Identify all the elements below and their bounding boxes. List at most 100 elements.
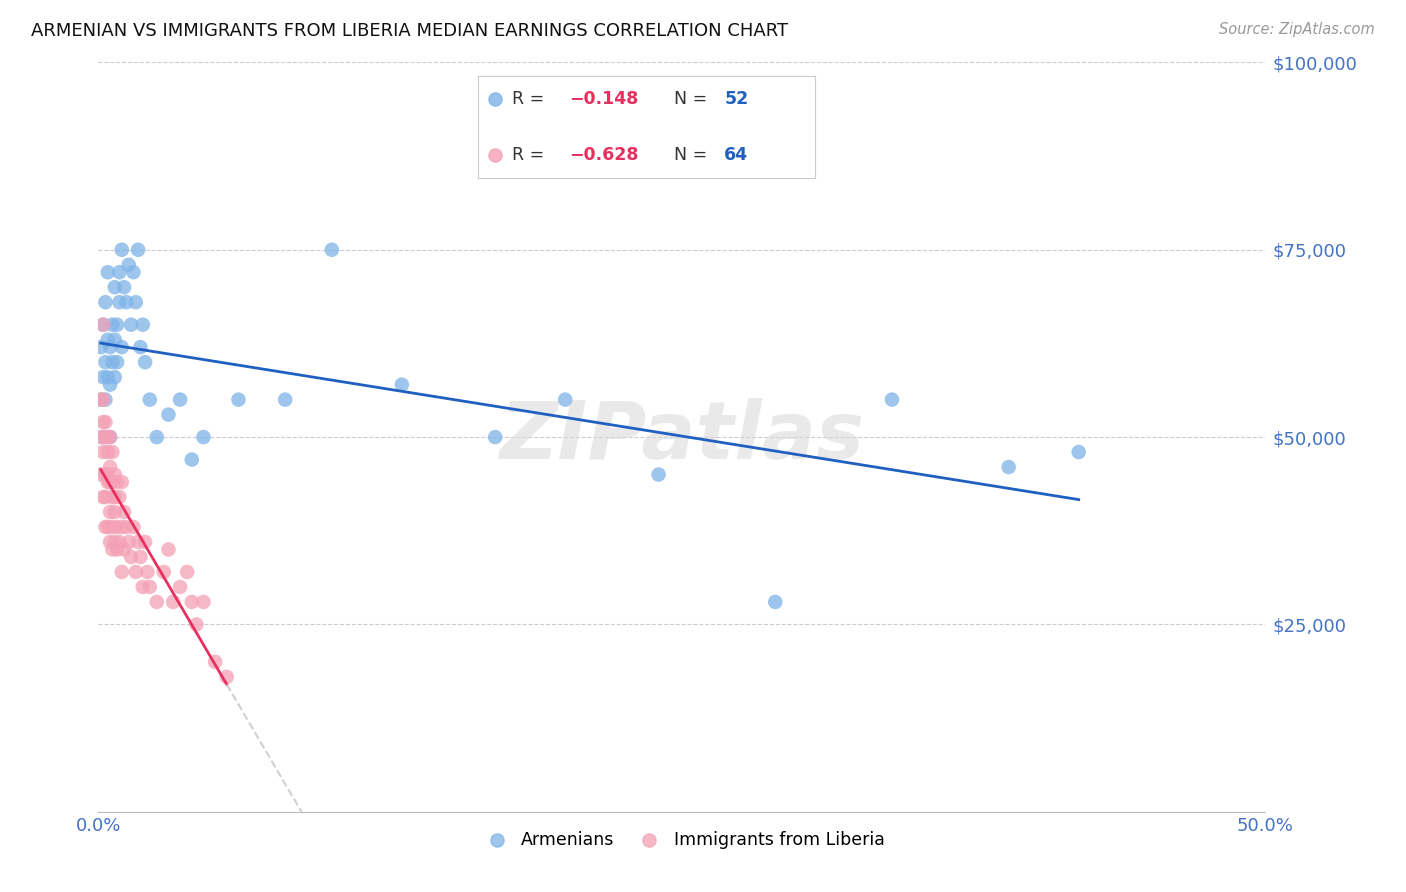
Point [215, 670, 238, 684]
Point [90, 392, 112, 407]
Point [132, 580, 155, 594]
Point [112, 280, 135, 294]
Text: R =: R = [512, 90, 544, 108]
Point [146, 595, 169, 609]
Point [90, 392, 112, 407]
Point [90, 340, 112, 354]
Point [97, 430, 120, 444]
Point [111, 565, 134, 579]
Point [554, 392, 576, 407]
Point [193, 595, 215, 609]
Point [146, 430, 169, 444]
Point [111, 243, 134, 257]
Point [91, 318, 114, 332]
Point [94, 490, 117, 504]
Point [94, 392, 117, 407]
Point [157, 542, 180, 557]
Point [122, 265, 145, 279]
Point [391, 377, 413, 392]
Point [129, 340, 152, 354]
Point [111, 340, 134, 354]
Point [139, 392, 162, 407]
Point [111, 475, 134, 489]
Point [115, 520, 138, 534]
Point [136, 565, 159, 579]
Point [180, 595, 202, 609]
Point [101, 520, 124, 534]
Point [104, 535, 127, 549]
Point [97, 333, 120, 347]
Point [97, 370, 120, 384]
Point [484, 92, 506, 106]
Point [118, 258, 141, 272]
Point [94, 295, 117, 310]
Point [94, 355, 117, 369]
Point [647, 467, 669, 482]
Point [111, 520, 134, 534]
Point [104, 467, 127, 482]
Point [101, 490, 124, 504]
Point [108, 295, 131, 310]
Point [105, 318, 128, 332]
Point [193, 430, 215, 444]
Point [91, 318, 114, 332]
Point [101, 318, 124, 332]
Text: ZIPatlas: ZIPatlas [499, 398, 865, 476]
Point [484, 430, 506, 444]
Point [134, 535, 156, 549]
Point [125, 295, 148, 310]
Point [91, 370, 114, 384]
Point [129, 549, 152, 564]
Point [94, 467, 117, 482]
Point [91, 392, 114, 407]
Point [98, 460, 121, 475]
Point [169, 392, 191, 407]
Point [91, 445, 114, 459]
Point [105, 475, 128, 489]
Point [90, 430, 112, 444]
Point [104, 505, 127, 519]
Point [127, 243, 149, 257]
Point [108, 535, 131, 549]
Point [104, 280, 127, 294]
Point [157, 408, 180, 422]
Point [97, 475, 120, 489]
Point [176, 565, 198, 579]
Point [122, 520, 145, 534]
Point [880, 392, 903, 407]
Point [94, 520, 117, 534]
Point [134, 355, 156, 369]
Point [162, 595, 184, 609]
Point [97, 520, 120, 534]
Point [94, 415, 117, 429]
Point [139, 580, 162, 594]
Point [228, 392, 250, 407]
Point [97, 467, 120, 482]
Point [186, 617, 208, 632]
Text: −0.628: −0.628 [569, 146, 638, 164]
Point [763, 595, 786, 609]
Point [98, 377, 121, 392]
Point [101, 542, 124, 557]
Point [104, 490, 127, 504]
Point [125, 565, 148, 579]
Text: R =: R = [512, 146, 544, 164]
Point [204, 655, 226, 669]
Point [98, 340, 121, 354]
Point [104, 370, 127, 384]
Point [101, 445, 124, 459]
Point [98, 430, 121, 444]
Point [484, 148, 506, 162]
Point [180, 452, 202, 467]
Point [120, 549, 142, 564]
Point [101, 475, 124, 489]
Point [112, 542, 135, 557]
Point [132, 318, 155, 332]
Text: Source: ZipAtlas.com: Source: ZipAtlas.com [1219, 22, 1375, 37]
Point [104, 333, 127, 347]
Point [1067, 445, 1090, 459]
Point [115, 295, 138, 310]
Point [105, 520, 128, 534]
Point [91, 415, 114, 429]
Point [118, 535, 141, 549]
